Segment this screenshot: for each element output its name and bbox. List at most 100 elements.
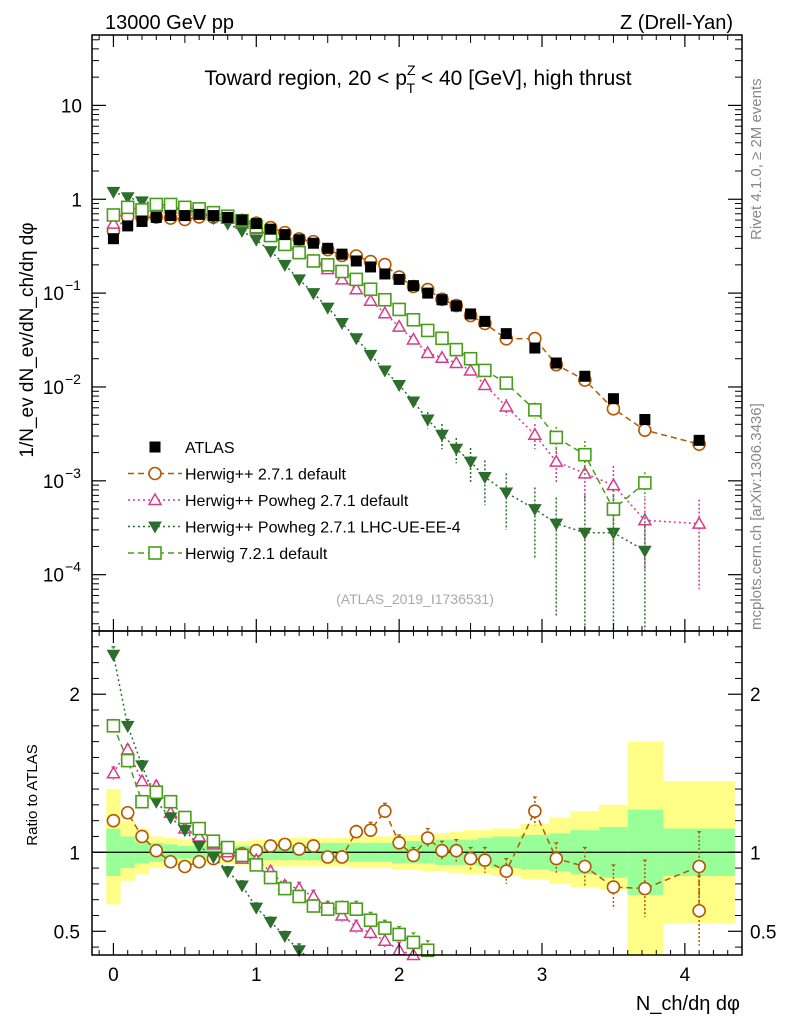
main-point-herwig-7-2-1-default: [499, 376, 514, 390]
main-point-atlas: [207, 210, 219, 222]
legend-label-herwig-2-7-1-default: Herwig++ 2.7.1 default: [185, 467, 347, 484]
main-point-herwig-7-2-1-default: [292, 245, 306, 260]
main-point-atlas: [407, 280, 419, 292]
main-point-atlas: [193, 208, 205, 220]
main-point-atlas: [322, 242, 334, 254]
main-point-atlas: [500, 328, 512, 340]
analysis-id-label: (ATLAS_2019_I1736531): [336, 591, 494, 607]
ratio-y-tick-label-right: 1: [750, 843, 761, 864]
main-point-herwig-powheg-2-7-1-default: [527, 427, 543, 440]
main-point-herwig-7-2-1-default: [478, 363, 492, 378]
x-tick-label: 4: [680, 965, 691, 986]
ratio-point-herwig-2-7-1-default: [549, 851, 564, 866]
ratio-point-herwig-7-2-1-default: [120, 753, 135, 768]
ratio-point-herwig-7-2-1-default: [320, 902, 335, 916]
ratio-line-herwig-powheg-2-7-1-lhc-ue-ee-4: [112, 654, 307, 955]
ratio-point-herwig-powheg-2-7-1-lhc-ue-ee-4: [192, 840, 207, 853]
ratio-point-herwig-2-7-1-default: [478, 853, 492, 867]
main-point-atlas: [250, 218, 262, 230]
ratio-point-herwig-2-7-1-default: [306, 839, 321, 853]
main-y-tick-label: 10: [43, 378, 64, 399]
legend-marker-atlas: [149, 441, 161, 453]
main-point-herwig-7-2-1-default: [363, 282, 378, 297]
main-point-herwig-powheg-2-7-1-lhc-ue-ee-4: [135, 196, 149, 209]
ratio-point-herwig-2-7-1-default: [292, 842, 306, 856]
ratio-point-herwig-powheg-2-7-1-lhc-ue-ee-4: [163, 812, 178, 825]
ratio-point-herwig-2-7-1-default: [149, 843, 164, 858]
title-prefix: Toward region, 20 < p: [204, 67, 407, 90]
ratio-point-herwig-7-2-1-default: [249, 858, 264, 872]
main-point-herwig-7-2-1-default: [606, 502, 621, 516]
ratio-point-herwig-2-7-1-default: [363, 823, 378, 837]
ratio-point-herwig-2-7-1-default: [420, 831, 435, 845]
x-tick-label: 1: [251, 965, 262, 986]
main-point-herwig-powheg-2-7-1-lhc-ue-ee-4: [477, 471, 492, 484]
main-point-herwig-7-2-1-default: [163, 197, 178, 212]
main-point-atlas: [122, 220, 134, 232]
ratio-point-herwig-powheg-2-7-1-lhc-ue-ee-4: [120, 720, 135, 733]
main-point-herwig-7-2-1-default: [435, 331, 449, 346]
main-point-herwig-powheg-2-7-1-lhc-ue-ee-4: [120, 192, 135, 205]
main-point-herwig-7-2-1-default: [449, 342, 464, 357]
main-point-herwig-powheg-2-7-1-default: [106, 216, 121, 229]
main-point-herwig-powheg-2-7-1-lhc-ue-ee-4: [499, 487, 514, 500]
ratio-point-herwig-7-2-1-default: [363, 913, 378, 928]
ratio-point-herwig-powheg-2-7-1-lhc-ue-ee-4: [220, 866, 235, 879]
ratio-point-herwig-powheg-2-7-1-lhc-ue-ee-4: [249, 902, 264, 915]
ratio-y-tick-label-right: 0.5: [750, 922, 776, 943]
main-point-atlas: [379, 268, 391, 280]
ratio-point-herwig-powheg-2-7-1-lhc-ue-ee-4: [277, 931, 292, 944]
ratio-point-herwig-2-7-1-default: [263, 839, 278, 853]
main-point-herwig-powheg-2-7-1-default: [577, 465, 593, 479]
main-point-herwig-7-2-1-default: [378, 292, 392, 307]
ratio-point-herwig-7-2-1-default: [392, 927, 406, 942]
main-point-herwig-powheg-2-7-1-lhc-ue-ee-4: [306, 288, 321, 301]
main-point-herwig-powheg-2-7-1-lhc-ue-ee-4: [406, 396, 421, 409]
main-point-atlas: [307, 237, 319, 249]
main-point-herwig-7-2-1-default: [420, 323, 435, 338]
ratio-point-herwig-2-7-1-default: [692, 903, 706, 918]
main-point-atlas: [607, 393, 619, 405]
main-point-atlas: [150, 211, 162, 223]
main-point-herwig-powheg-2-7-1-default: [448, 355, 464, 369]
main-point-herwig-powheg-2-7-1-lhc-ue-ee-4: [463, 456, 478, 469]
main-point-atlas: [107, 233, 119, 245]
ratio-point-herwig-7-2-1-default: [135, 794, 149, 809]
main-point-herwig-powheg-2-7-1-lhc-ue-ee-4: [249, 234, 264, 247]
x-tick-label: 3: [537, 965, 548, 986]
main-point-herwig-powheg-2-7-1-lhc-ue-ee-4: [263, 246, 278, 259]
main-point-herwig-powheg-2-7-1-lhc-ue-ee-4: [527, 504, 542, 517]
ratio-point-herwig-7-2-1-default: [192, 821, 206, 836]
legend-marker-herwig-2-7-1-default: [148, 466, 162, 481]
ratio-y-tick-label-right: 2: [750, 685, 761, 706]
main-point-atlas: [550, 357, 562, 369]
main-point-atlas: [465, 308, 477, 320]
main-point-herwig-2-7-1-default: [606, 402, 621, 416]
ratio-point-herwig-powheg-2-7-1-lhc-ue-ee-4: [235, 880, 249, 893]
legend: ATLAS Herwig++ 2.7.1 default Herwig++ Powh…: [128, 440, 461, 563]
ratio-point-herwig-2-7-1-default: [335, 850, 349, 864]
main-point-herwig-7-2-1-default: [349, 272, 364, 287]
title-subscript: T: [407, 80, 416, 96]
main-point-herwig-powheg-2-7-1-lhc-ue-ee-4: [277, 259, 292, 272]
ratio-point-herwig-powheg-2-7-1-default: [363, 925, 378, 939]
main-point-atlas: [236, 214, 248, 226]
main-y-tick-exponent: −2: [65, 371, 81, 387]
main-point-herwig-powheg-2-7-1-lhc-ue-ee-4: [235, 225, 249, 238]
main-point-atlas: [450, 300, 462, 312]
legend-label-herwig-powheg-2-7-1-default: Herwig++ Powheg 2.7.1 default: [185, 493, 409, 510]
main-point-herwig-powheg-2-7-1-lhc-ue-ee-4: [335, 318, 349, 331]
ratio-point-herwig-7-2-1-default: [220, 840, 235, 855]
ratio-point-herwig-7-2-1-default: [163, 794, 178, 809]
ratio-point-herwig-2-7-1-default: [378, 804, 392, 818]
ratio-point-herwig-2-7-1-default: [528, 804, 542, 818]
main-point-herwig-powheg-2-7-1-lhc-ue-ee-4: [392, 379, 407, 392]
main-point-herwig-2-7-1-default: [638, 423, 652, 437]
legend-marker-herwig-7-2-1-default: [148, 546, 162, 560]
main-y-tick-label: 10: [43, 472, 64, 493]
legend-label-herwig-7-2-1-default: Herwig 7.2.1 default: [185, 546, 328, 563]
main-point-herwig-7-2-1-default: [406, 312, 421, 327]
ratio-point-herwig-7-2-1-default: [235, 848, 249, 863]
main-point-herwig-powheg-2-7-1-lhc-ue-ee-4: [363, 349, 378, 362]
rivet-version-label: Rivet 4.1.0, ≥ 2M events: [748, 78, 765, 240]
